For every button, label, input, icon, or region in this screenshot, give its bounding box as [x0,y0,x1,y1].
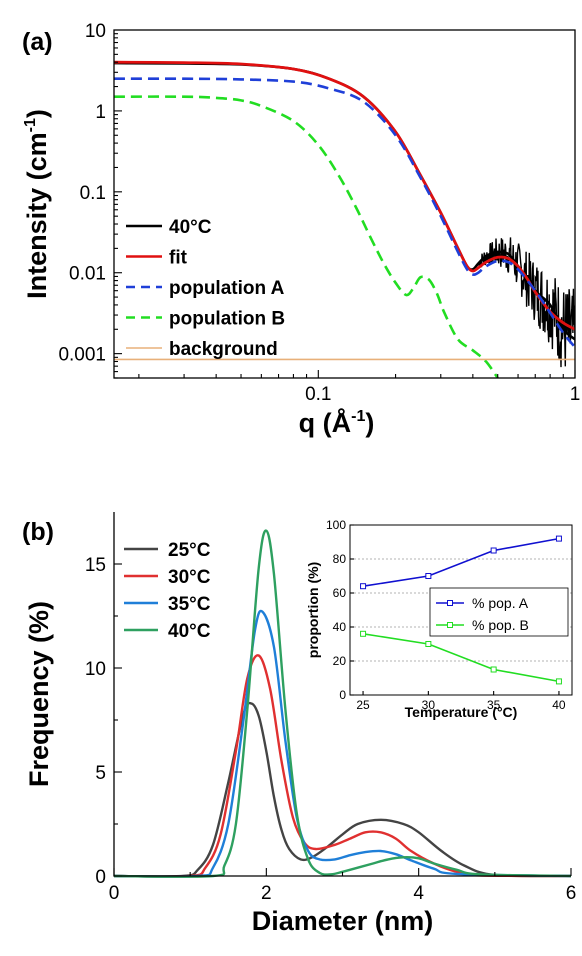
data-point [490,666,497,673]
legend-marker [447,600,453,606]
x-tick-label: 30 [422,698,436,712]
y-tick-label: 0 [95,867,106,888]
x-axis-title: q (Å-1) [299,407,375,438]
panel-label-a: (a) [22,28,53,56]
data-point [360,630,367,637]
y-tick-label: 0.001 [58,345,106,366]
inset-frame [349,524,573,696]
series-line-population-a [114,77,575,349]
legend-label: fit [169,248,188,269]
series-noise-40c [477,237,575,368]
y-tick-label: 1 [95,102,106,123]
legend-marker [447,622,453,628]
panel-a-series [114,60,575,378]
series-line-popa [362,537,560,587]
series-line-population-b [114,95,499,378]
x-tick-label: 25 [356,698,370,712]
y-tick-label: 40 [333,620,347,634]
y-tick-label: 0.01 [69,264,106,285]
x-tick-label: 2 [261,883,272,904]
legend-label: % pop. A [472,595,529,611]
series-line-40c [113,529,572,878]
y-tick-label: 10 [85,659,106,680]
legend-label: 40°C [168,621,211,642]
legend-label: % pop. B [472,617,529,633]
legend-label: 25°C [168,540,211,561]
y-axis-title: Intensity (cm-1) [22,109,52,299]
x-tick-label: 35 [487,698,501,712]
y-tick-label: 0 [339,688,346,702]
legend-label: 40°C [169,217,212,238]
data-point [555,678,562,685]
data-point [360,583,367,590]
y-axis-title: Frequency (%) [24,601,54,787]
data-point [425,641,432,647]
y-tick-label: 5 [95,763,106,784]
y-tick-label: 15 [85,555,106,576]
panel-a: 0.1 1 0.001 0.01 0.1 1 10 q (Å-1) Intensity (cm-… [22,21,580,438]
x-tick-label: 6 [566,883,577,904]
series-line-35c [113,609,572,878]
series-line-25c [113,701,572,878]
legend-label: background [169,339,278,360]
x-tick-label: 0 [109,883,120,904]
legend-label: population B [169,309,285,330]
x-tick-label: 1 [570,384,581,405]
x-axis-title: Temperature (°C) [405,704,518,720]
legend-label: 35°C [168,594,211,615]
y-axis-title: proportion (%) [305,562,321,658]
inset-chart: 25 30 35 40 0 20 40 60 80 100 Temperature (°C) prop… [305,518,573,720]
y-tick-label: 20 [333,654,347,668]
x-tick-label: 0.1 [305,384,331,405]
panel-label-b: (b) [22,518,54,546]
y-tick-label: 10 [85,21,106,42]
y-tick-label: 100 [326,518,346,532]
data-point [490,547,497,554]
y-tick-label: 0.1 [80,183,106,204]
data-point [425,573,432,579]
x-tick-label: 40 [552,698,566,712]
series-line-popb [362,633,560,683]
data-point [555,535,562,542]
y-tick-label: 60 [333,586,347,600]
legend-label: population A [169,278,285,299]
x-axis-title: Diameter (nm) [252,906,434,936]
legend-label: 30°C [168,567,211,588]
y-tick-label: 80 [333,552,347,566]
x-tick-label: 4 [413,883,424,904]
